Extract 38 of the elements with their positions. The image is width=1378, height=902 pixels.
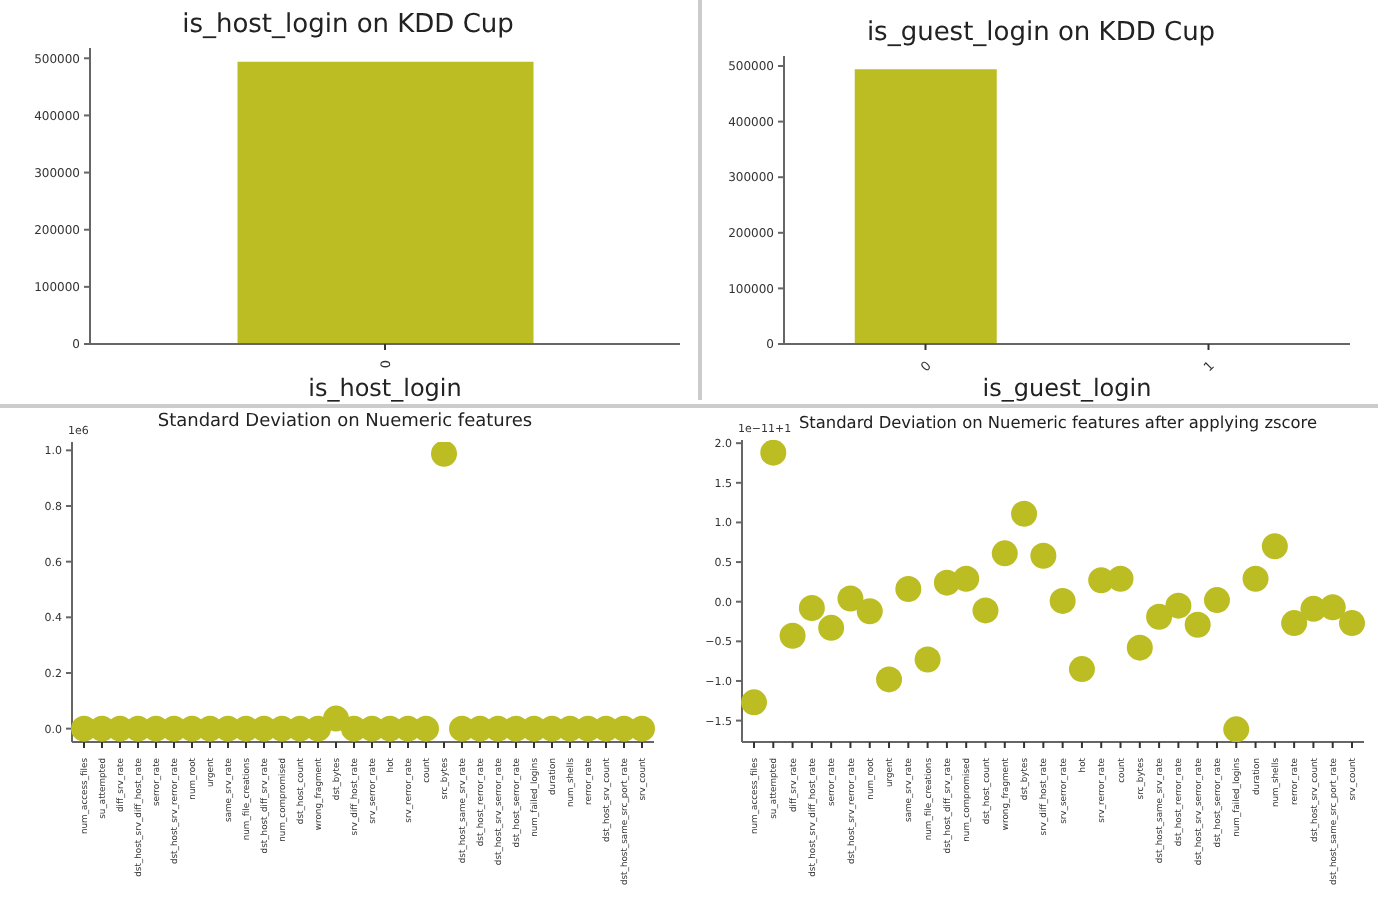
point (1242, 565, 1269, 592)
point (972, 597, 999, 624)
point (1011, 500, 1038, 527)
point (895, 576, 922, 603)
point (953, 565, 980, 592)
point (1203, 587, 1230, 614)
point (1049, 587, 1076, 614)
chart-title: Standard Deviation on Nuemeric features after applying zscore (798, 411, 1318, 432)
point (837, 585, 864, 612)
chart-title: is_guest_login on KDD Cup (864, 18, 1218, 49)
point (760, 440, 787, 466)
point (991, 540, 1018, 567)
point (1030, 542, 1057, 569)
point (1261, 533, 1288, 560)
point (1068, 656, 1095, 683)
point (1319, 594, 1346, 621)
point (741, 689, 767, 716)
point (1165, 592, 1192, 619)
point (1281, 610, 1308, 637)
chart-title: is_host_login on KDD Cup (180, 10, 516, 41)
point (431, 442, 457, 467)
point (1339, 610, 1365, 637)
point (798, 595, 825, 622)
chart-title: Standard Deviation on Nuemeric features (157, 412, 533, 432)
x-axis-title: is_host_login (306, 374, 464, 406)
point (1223, 716, 1250, 742)
point (1107, 565, 1134, 592)
point (876, 666, 903, 693)
point (629, 715, 655, 742)
point (413, 715, 439, 742)
x-axis-title: is_guest_login (980, 374, 1154, 406)
point (914, 646, 941, 673)
point (1146, 603, 1173, 630)
point (856, 598, 883, 625)
point (1184, 611, 1211, 638)
point (818, 614, 845, 641)
point (779, 622, 806, 649)
point (1126, 634, 1153, 661)
